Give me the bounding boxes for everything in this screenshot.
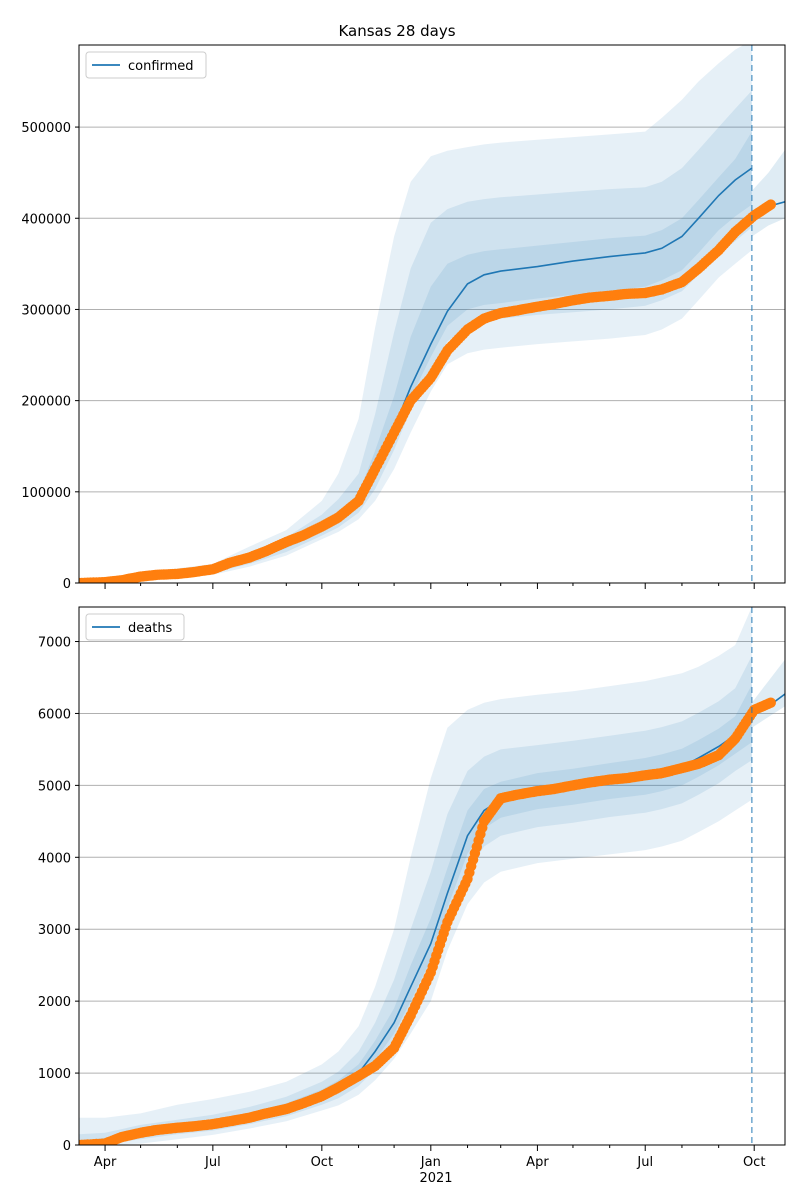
legend-box bbox=[85, 613, 185, 641]
plot-area bbox=[79, 45, 785, 583]
x-tick-label: Apr bbox=[94, 1155, 117, 1170]
uncertainty-band-middle bbox=[79, 90, 752, 583]
y-tick-label: 100000 bbox=[21, 486, 71, 501]
observed-points bbox=[79, 697, 776, 1145]
y-tick-label: 6000 bbox=[38, 707, 71, 722]
legend: confirmed bbox=[85, 51, 207, 79]
y-tick-label: 400000 bbox=[21, 212, 71, 227]
axes-frame bbox=[78, 44, 786, 584]
deaths-panel: 0 1000 2000 3000 4000 5000 6000 7000 Apr Jul Oct Ja… bbox=[38, 606, 786, 1170]
observed-points bbox=[79, 199, 776, 583]
uncertainty-band-outer bbox=[79, 45, 752, 583]
y-tick-label: 2000 bbox=[38, 995, 71, 1010]
axes-frame bbox=[78, 606, 786, 1146]
x-tick-label: Jul bbox=[204, 1155, 221, 1170]
uncertainty-band-middle bbox=[79, 655, 752, 1145]
legend-label: confirmed bbox=[128, 59, 194, 74]
y-tick-label: 0 bbox=[63, 577, 71, 592]
x-tick-label: Jan bbox=[420, 1155, 441, 1170]
x-tick-label: Oct bbox=[743, 1155, 765, 1170]
year-label: 2021 bbox=[419, 1171, 452, 1186]
y-tick-label: 300000 bbox=[21, 303, 71, 318]
observed-point bbox=[765, 697, 776, 708]
y-tick-label: 5000 bbox=[38, 779, 71, 794]
y-tick-label: 7000 bbox=[38, 636, 71, 651]
y-tick-label: 0 bbox=[63, 1139, 71, 1154]
uncertainty-band-inner bbox=[79, 131, 752, 583]
y-tick-label: 1000 bbox=[38, 1067, 71, 1082]
uncertainty-band-inner bbox=[79, 684, 752, 1145]
legend: deaths bbox=[85, 613, 185, 641]
y-tick-label: 500000 bbox=[21, 121, 71, 136]
x-tick-label: Oct bbox=[311, 1155, 333, 1170]
confirmed-panel: 0 100000 200000 300000 400000 500000 confirmed bbox=[21, 44, 786, 592]
y-tick-label: 4000 bbox=[38, 851, 71, 866]
x-tick-label: Apr bbox=[526, 1155, 549, 1170]
legend-box bbox=[85, 51, 207, 79]
y-tick-label: 3000 bbox=[38, 923, 71, 938]
plot-area bbox=[79, 607, 785, 1145]
x-tick-label: Jul bbox=[636, 1155, 653, 1170]
y-tick-label: 200000 bbox=[21, 395, 71, 410]
chart-title: Kansas 28 days bbox=[338, 22, 455, 40]
legend-label: deaths bbox=[128, 621, 173, 636]
uncertainty-band-outer bbox=[79, 607, 752, 1145]
observed-point bbox=[765, 199, 776, 210]
